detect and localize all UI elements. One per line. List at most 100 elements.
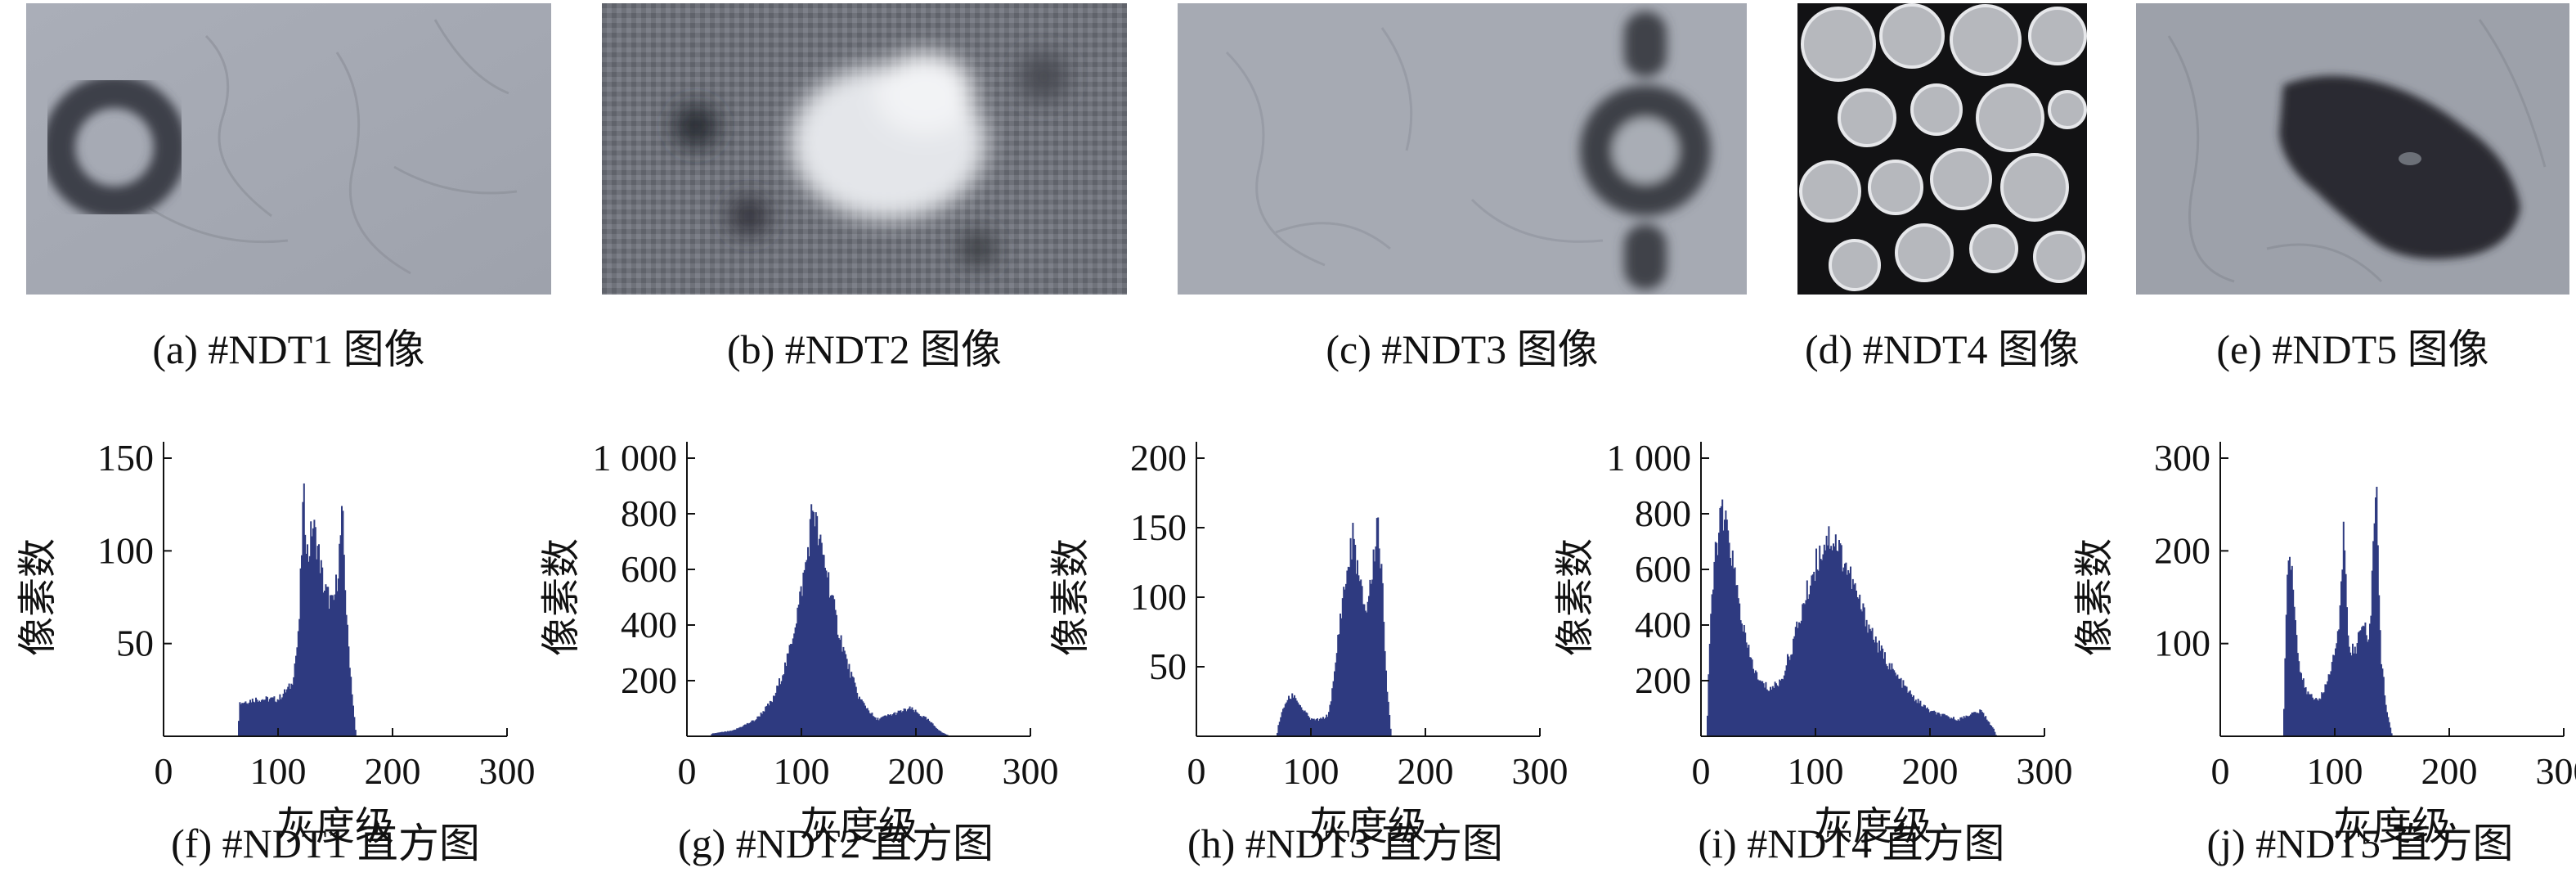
histogram-bar (1334, 671, 1335, 736)
histogram-bar (889, 714, 891, 736)
histogram-bar (285, 689, 288, 736)
histogram-ndt3: 0 100 200 300 50 100 150 200 灰度级 像素数 (1033, 437, 1568, 848)
histogram-bar (2299, 672, 2301, 736)
histogram-bar (310, 521, 312, 736)
histogram-bar (940, 732, 943, 736)
histogram-bar (1328, 712, 1330, 736)
histogram-bar (928, 721, 931, 736)
histogram-bar (874, 717, 877, 736)
y-axis-title: 像素数 (540, 538, 583, 656)
histogram-bar (1347, 566, 1349, 736)
histogram-bar (2378, 595, 2381, 736)
histogram-bar (1726, 519, 1728, 736)
histogram-bar (1936, 712, 1939, 736)
histogram-bar (1752, 668, 1754, 736)
histogram-bar (244, 702, 245, 736)
histogram-bar (1845, 562, 1847, 736)
histogram-bar (918, 713, 920, 736)
histogram-bar (912, 709, 914, 736)
histogram-bar (840, 635, 842, 736)
histogram-bar (1901, 687, 1903, 736)
histogram-bar (1919, 700, 1922, 736)
histogram-bar (1884, 652, 1886, 736)
histogram-bar (805, 562, 807, 736)
histogram-bar (845, 654, 847, 736)
histogram-bar (1335, 653, 1338, 736)
histogram-bar (754, 720, 756, 736)
y-axis-title: 像素数 (2073, 538, 2116, 656)
histogram-bar (763, 711, 765, 736)
histogram-bar (272, 697, 274, 736)
histogram-bar (2364, 622, 2367, 736)
histogram-bar (2313, 699, 2315, 736)
histogram-bar (801, 596, 803, 736)
histogram-bar (817, 545, 819, 736)
histogram-bar (240, 704, 242, 736)
histogram-bar (1764, 687, 1766, 736)
histogram-bar (1850, 566, 1851, 736)
histogram-bar (1288, 695, 1290, 736)
histogram-bar (1869, 628, 1871, 736)
histogram-bar (1324, 717, 1326, 736)
histogram-bar (1728, 542, 1730, 736)
histogram-bar (328, 609, 330, 736)
histogram-bar (350, 677, 352, 736)
histogram-bar (2352, 643, 2354, 736)
histogram-bar (303, 483, 305, 736)
histogram-bar (1851, 578, 1854, 736)
histogram-bar (1948, 717, 1950, 736)
histogram-bar (1770, 689, 1773, 736)
histogram-bar (1791, 654, 1793, 736)
histogram-bar (348, 646, 350, 736)
histogram-bar (316, 546, 319, 736)
histogram-bar (342, 510, 344, 736)
histogram-bar (1312, 718, 1314, 736)
histogram-bars (238, 483, 357, 736)
x-tick-label: 300 (2536, 750, 2576, 792)
histogram-bar (298, 618, 301, 736)
histogram-bar (1349, 567, 1351, 736)
histogram-bar (245, 701, 247, 736)
histogram-bar (325, 584, 327, 736)
x-tick-label: 0 (1187, 750, 1206, 792)
histogram-ndt1: 0 100 200 300 50 100 150 灰度级 像素数 (0, 437, 536, 848)
histogram-bar (1820, 559, 1822, 736)
y-tick-label: 400 (621, 604, 677, 645)
histogram-bar (899, 710, 900, 736)
histogram-bars (1707, 499, 1997, 736)
histogram-bar (2310, 694, 2313, 736)
histogram-bar (825, 570, 828, 736)
histogram-bar (1865, 626, 1867, 736)
histogram-bar (800, 586, 802, 736)
histogram-bar (2346, 607, 2348, 736)
histogram-bar (1797, 627, 1799, 736)
histogram-bar (2370, 615, 2372, 736)
histogram-bar (1930, 711, 1932, 736)
histogram-bar (347, 624, 348, 736)
histogram-bar (1816, 569, 1819, 736)
x-tick-label: 300 (1003, 750, 1059, 792)
histogram-bar (1381, 582, 1384, 736)
histogram-bar (837, 637, 840, 736)
histogram-bar (2359, 630, 2362, 736)
histogram-bar (1851, 588, 1853, 736)
histogram-bar (894, 712, 896, 736)
histogram-bar (238, 721, 240, 736)
histogram-bar (842, 646, 845, 736)
y-tick-label: 600 (621, 548, 677, 590)
histogram-bar (923, 716, 926, 736)
histogram-bar (877, 717, 879, 736)
x-tick-label: 200 (365, 750, 421, 792)
histogram-bar (790, 644, 792, 736)
histogram-bar (1966, 716, 1968, 736)
histogram-bar (1949, 718, 1951, 736)
histogram-bar (2287, 574, 2289, 736)
histogram-bar (1799, 623, 1802, 736)
histogram-bar (2300, 672, 2302, 736)
histogram-bar (258, 700, 261, 736)
histogram-bar (756, 716, 759, 736)
histogram-bar (2350, 655, 2353, 736)
histogram-bar (1718, 533, 1720, 736)
histogram-bar (871, 713, 873, 736)
histogram-bar (729, 731, 731, 736)
